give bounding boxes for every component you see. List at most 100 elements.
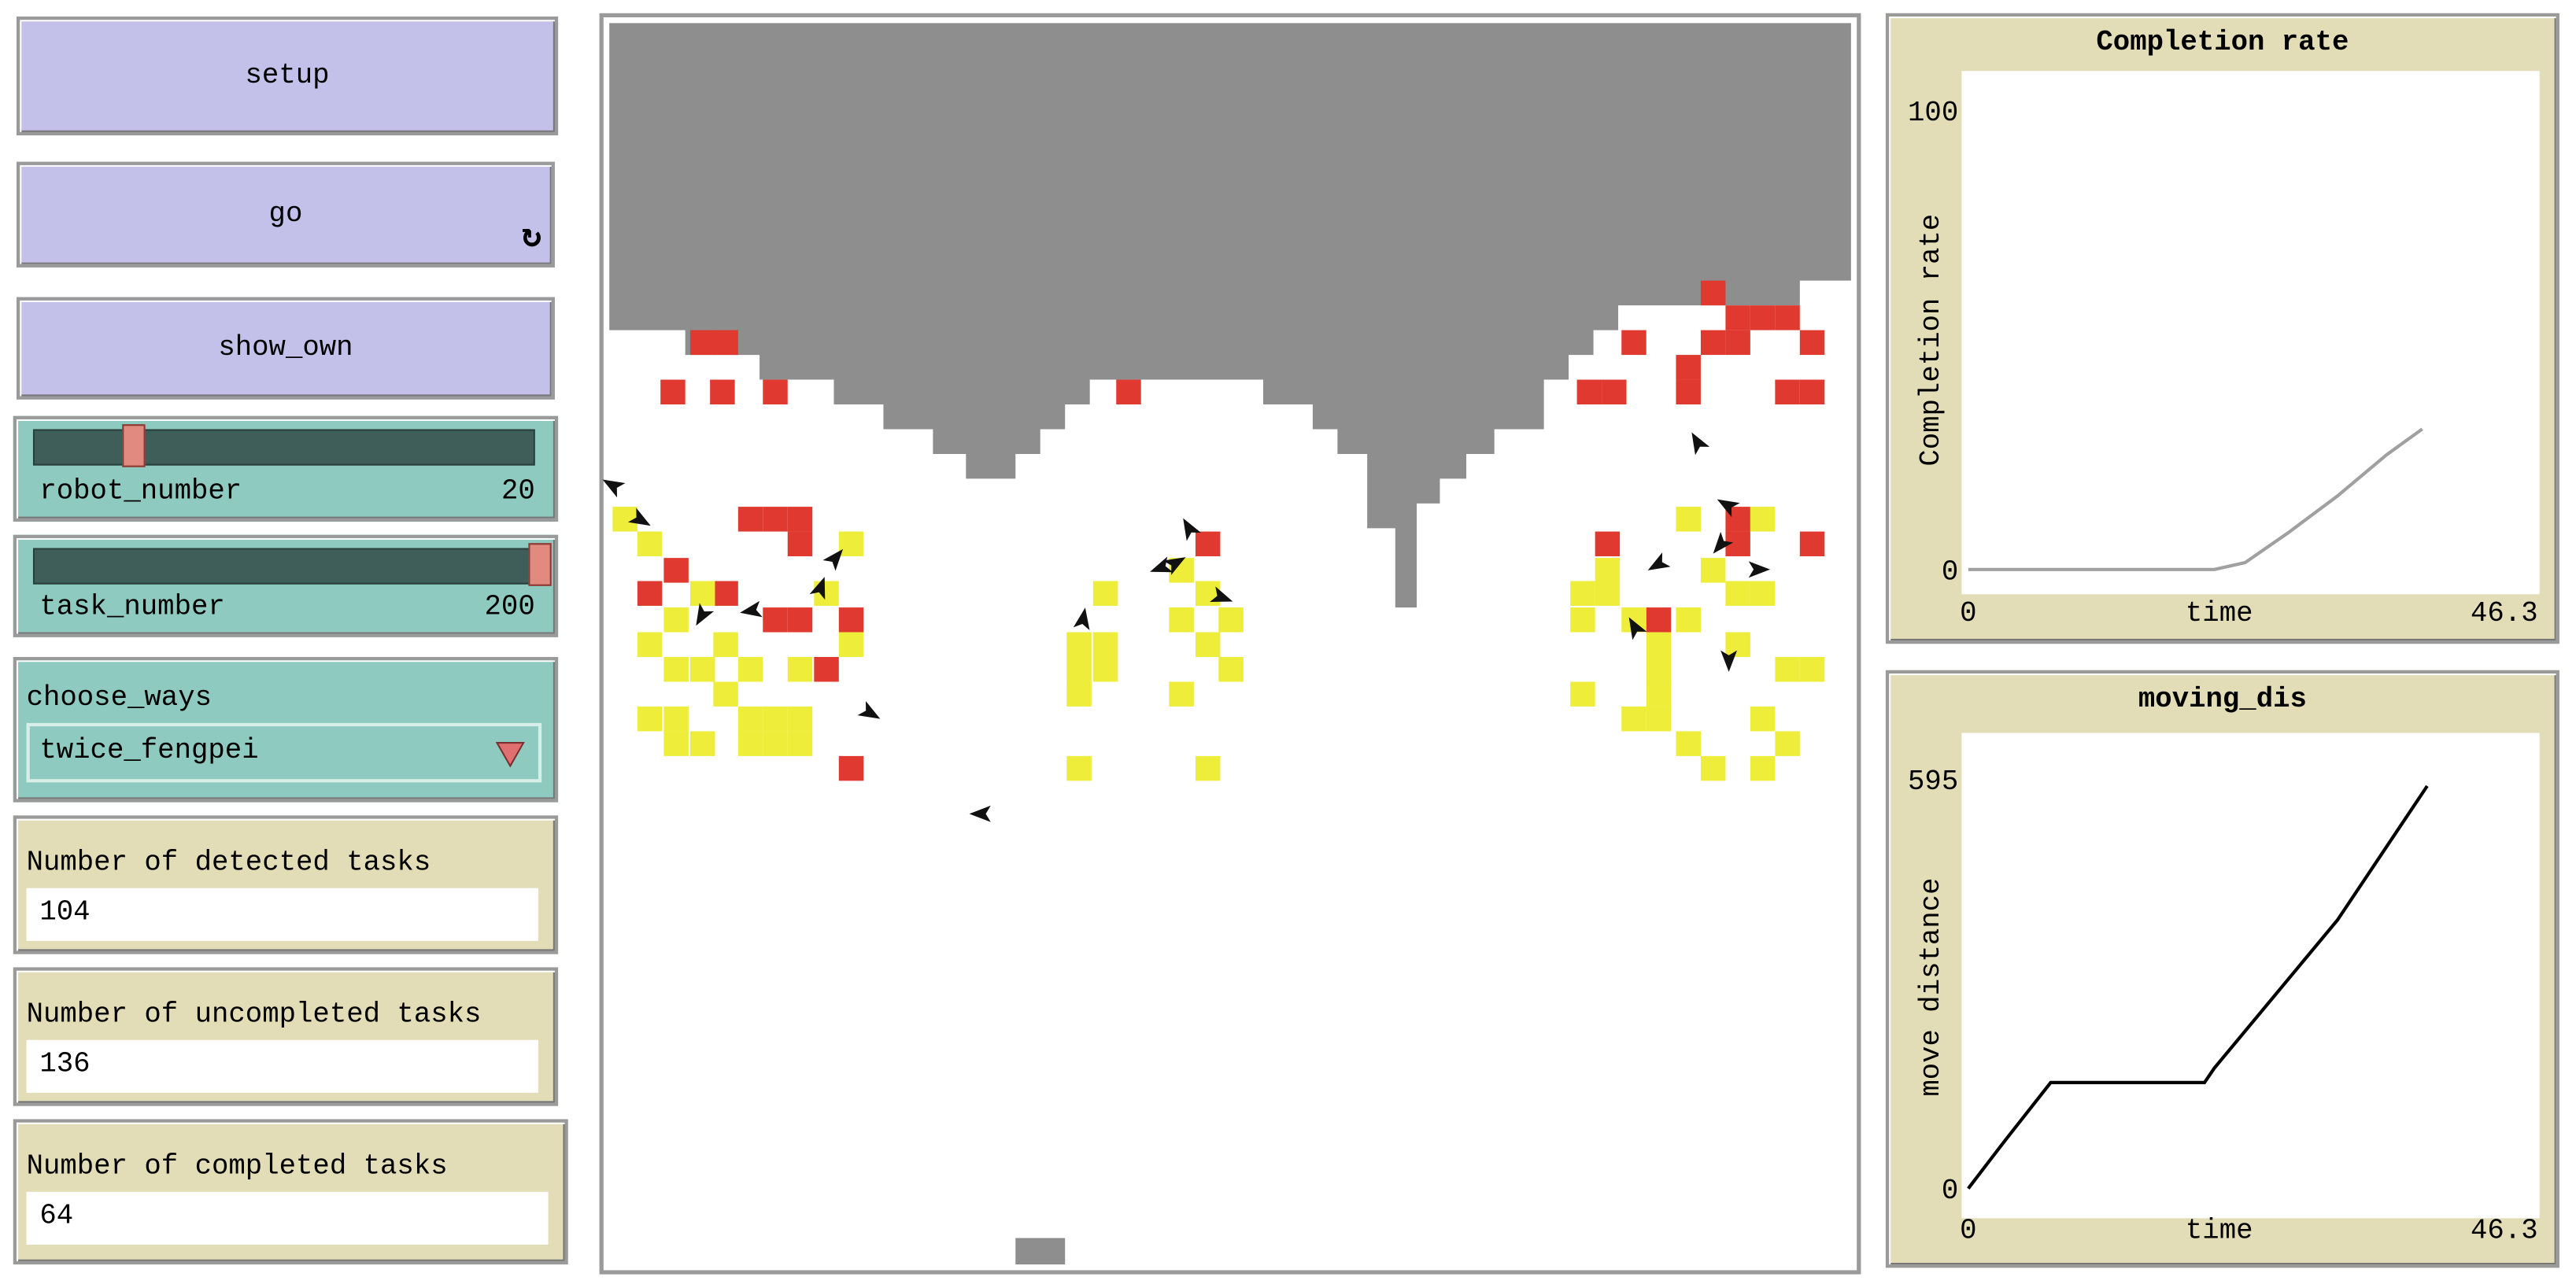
base-station	[1015, 1238, 1066, 1265]
task-patch	[1799, 330, 1825, 356]
robot	[602, 479, 626, 498]
task-patch	[1595, 558, 1621, 583]
button-label: show_own	[218, 332, 353, 364]
task-patch	[1750, 755, 1776, 781]
robot	[1073, 607, 1090, 630]
task-patch	[1066, 755, 1092, 781]
task-patch	[814, 657, 839, 682]
task-patch	[689, 581, 715, 606]
task-patch	[689, 731, 715, 756]
task-patch	[663, 731, 689, 756]
y-tick-label: 0	[1942, 1175, 1958, 1207]
monitor: Number of completed tasks 64	[13, 1119, 568, 1265]
task-patch	[1116, 379, 1141, 405]
robot	[809, 577, 826, 600]
choose-ways-chooser[interactable]: choose_ways twice_fengpei	[13, 657, 559, 803]
robot	[1713, 531, 1734, 554]
task-patch	[637, 632, 663, 658]
task-patch	[1576, 379, 1602, 405]
slider-value: 200	[484, 592, 535, 625]
task-patch	[1676, 379, 1701, 405]
task-patch	[1775, 305, 1800, 330]
task-patch	[663, 657, 689, 682]
slider-name: task_number	[39, 592, 225, 625]
x-axis-label: time	[2186, 1215, 2253, 1247]
task-patch	[713, 632, 738, 658]
task-patch	[1646, 706, 1672, 732]
go-button[interactable]: go ↻	[16, 161, 555, 268]
task-patch	[663, 558, 689, 583]
task-patch	[689, 330, 715, 356]
task-patch	[1169, 607, 1194, 633]
task-patch	[1570, 581, 1595, 606]
robot	[969, 805, 991, 822]
task-patch	[1066, 657, 1092, 682]
monitor-label: Number of uncompleted tasks	[26, 1000, 482, 1032]
task-patch	[1700, 280, 1726, 306]
unexplored-area	[609, 23, 1851, 608]
task-patch	[1195, 755, 1221, 781]
task-patch	[713, 681, 738, 707]
task-patch	[1092, 657, 1118, 682]
slider-track	[32, 548, 535, 585]
task-patch	[1700, 558, 1726, 583]
monitor-label: Number of detected tasks	[26, 848, 431, 880]
robot	[857, 700, 881, 719]
chooser-box[interactable]: twice_fengpei	[26, 722, 542, 783]
task-patch	[1700, 330, 1726, 356]
slider-handle[interactable]	[528, 543, 552, 586]
task-patch	[763, 706, 788, 732]
task-patch	[1570, 681, 1595, 707]
task-patch	[1218, 607, 1244, 633]
task-patch	[1646, 632, 1672, 658]
slider-track	[32, 429, 535, 466]
task-patch	[1092, 581, 1118, 606]
monitor: Number of uncompleted tasks 136	[13, 967, 559, 1106]
y-tick-label: 100	[1908, 97, 1958, 129]
task-patch	[1595, 581, 1621, 606]
task-patch	[713, 330, 738, 356]
task-patch	[1676, 607, 1701, 633]
world-view[interactable]	[599, 13, 1861, 1275]
task-patch	[737, 507, 763, 532]
task-patch	[787, 706, 813, 732]
robot	[1162, 557, 1186, 575]
task-patch	[838, 531, 864, 557]
plot-panel: Completion rate time Completion rate 0 46.3 0…	[1885, 13, 2559, 644]
task-patch	[1218, 657, 1244, 682]
task-patch	[787, 531, 813, 557]
slider-handle[interactable]	[122, 424, 146, 467]
robot-number-slider[interactable]: robot_number 20	[13, 415, 559, 522]
robot	[1691, 432, 1710, 456]
task-number-slider[interactable]: task_number 200	[13, 534, 559, 637]
x-axis-label: time	[2186, 597, 2253, 629]
task-patch	[1799, 379, 1825, 405]
button-label: go	[268, 198, 303, 231]
task-patch	[1646, 657, 1672, 682]
show-own-button[interactable]: show_own	[16, 297, 555, 400]
task-patch	[1602, 379, 1627, 405]
task-patch	[689, 657, 715, 682]
plot-area	[1961, 71, 2540, 595]
task-patch	[637, 531, 663, 557]
button-label: setup	[245, 60, 330, 92]
task-patch	[1676, 731, 1701, 756]
robot	[627, 507, 651, 526]
task-patch	[787, 607, 813, 633]
forever-icon: ↻	[521, 220, 542, 258]
plot-area	[1961, 733, 2540, 1219]
task-patch	[1725, 581, 1750, 606]
robot	[822, 548, 844, 571]
plot-title: moving_dis	[2138, 683, 2307, 715]
monitor-value: 104	[26, 888, 538, 941]
setup-button[interactable]: setup	[16, 16, 559, 136]
plot-line	[1967, 784, 2429, 1190]
plot-line	[1968, 427, 2423, 571]
y-axis-label: move distance	[1915, 878, 1947, 1097]
task-patch	[838, 607, 864, 633]
task-patch	[1725, 632, 1750, 658]
task-patch	[737, 706, 763, 732]
task-patch	[1066, 632, 1092, 658]
monitor-value: 64	[26, 1191, 549, 1245]
task-patch	[710, 379, 735, 405]
